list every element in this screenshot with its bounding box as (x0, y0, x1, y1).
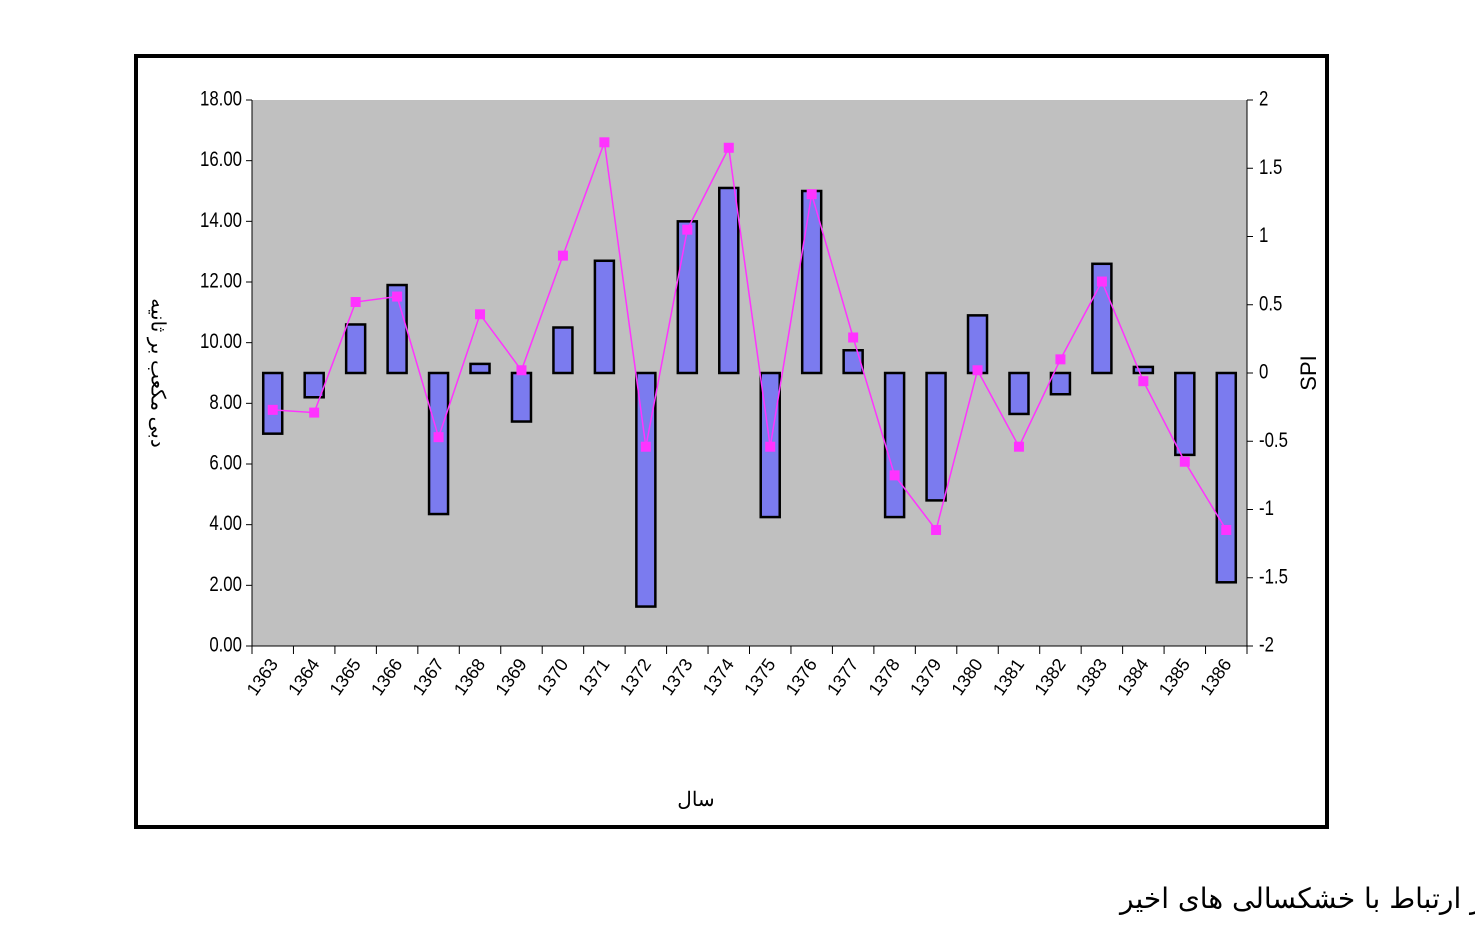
point (1221, 524, 1232, 535)
bar (676, 220, 699, 375)
bar (344, 323, 367, 375)
x-tick-label: 1380 (947, 655, 986, 699)
bar (552, 326, 574, 375)
y2-tick-label: 2 (1259, 88, 1268, 111)
x-tick-label: 1365 (326, 655, 365, 699)
y2-tick-label: 0.5 (1259, 293, 1282, 316)
bar (1049, 371, 1072, 396)
bar (510, 371, 533, 423)
point (806, 189, 817, 200)
x-tick-label: 1379 (906, 655, 945, 699)
y-tick-label: 14.00 (200, 209, 242, 232)
bar (635, 371, 657, 608)
point (723, 142, 734, 153)
x-tick-label: 1377 (823, 655, 862, 699)
point (1096, 276, 1107, 287)
x-tick-label: 1376 (782, 655, 821, 699)
x-tick-label: 1384 (1113, 655, 1152, 699)
point (931, 524, 942, 535)
x-tick-label: 1375 (740, 655, 779, 699)
x-tick-label: 1372 (616, 655, 655, 699)
point (267, 404, 278, 415)
bar (1215, 371, 1238, 584)
point (972, 365, 983, 376)
x-axis-title: سال (677, 789, 714, 811)
x-tick-label: 1382 (1030, 655, 1069, 699)
y-tick-label: 2.00 (209, 573, 242, 596)
y-tick-label: 10.00 (200, 331, 242, 354)
y2-tick-label: 1.5 (1259, 156, 1282, 179)
y-tick-label: 6.00 (209, 452, 242, 475)
x-tick-label: 1364 (284, 655, 323, 699)
x-tick-label: 1385 (1155, 655, 1194, 699)
y-axis-title: دبی مکعب بر ثانیه (147, 298, 169, 447)
point (433, 432, 444, 443)
point (475, 309, 486, 320)
x-tick-label: 1373 (657, 655, 696, 699)
x-tick-label: 1386 (1196, 655, 1235, 699)
bar (925, 371, 947, 502)
bar (1132, 365, 1155, 375)
x-tick-label: 1363 (243, 655, 282, 699)
x-tick-label: 1383 (1072, 655, 1111, 699)
point (599, 137, 610, 148)
bar (1008, 371, 1030, 416)
x-tick-label: 1374 (699, 655, 738, 699)
y2-tick-label: 1 (1259, 224, 1268, 247)
y2-axis-title: SPI (1296, 355, 1321, 390)
chart-frame (134, 54, 1329, 829)
x-tick-label: 1367 (408, 655, 447, 699)
y-tick-label: 12.00 (200, 270, 242, 293)
line (272, 142, 1227, 532)
bar (593, 259, 616, 375)
caption: شکل۵:روند دبی سالانه مکعب بر ثانیه در ار… (1118, 882, 1475, 915)
point (640, 441, 651, 452)
y2-tick-label: 0 (1259, 361, 1268, 384)
x-tick-label: 1381 (989, 655, 1028, 699)
point (309, 407, 320, 418)
point (392, 291, 403, 302)
y-tick-label: 16.00 (200, 149, 242, 172)
y-tick-label: 0.00 (209, 634, 242, 657)
x-tick-label: 1366 (367, 655, 406, 699)
point (350, 297, 361, 308)
y2-tick-label: -0.5 (1259, 429, 1288, 452)
x-tick-label: 1369 (491, 655, 530, 699)
y-tick-label: 8.00 (209, 391, 242, 414)
bar (427, 371, 450, 516)
y-tick-label: 4.00 (209, 513, 242, 536)
point (1179, 456, 1190, 467)
bar (883, 371, 906, 519)
point (765, 441, 776, 452)
bar (842, 349, 864, 375)
bar (1174, 371, 1196, 457)
point (1055, 354, 1066, 365)
point (848, 332, 859, 343)
bar (469, 362, 491, 375)
y-tick-label: 18.00 (200, 88, 242, 111)
point (516, 365, 527, 376)
x-tick-label: 1371 (574, 655, 613, 699)
bar (718, 186, 740, 375)
x-tick-label: 1370 (533, 655, 572, 699)
point (1138, 376, 1149, 387)
bar (261, 371, 284, 435)
x-tick-label: 1368 (450, 655, 489, 699)
x-tick-label: 1378 (865, 655, 904, 699)
point (557, 250, 568, 261)
point (889, 470, 900, 481)
y2-tick-label: -2 (1259, 634, 1274, 657)
point (682, 224, 693, 235)
point (1013, 441, 1024, 452)
y2-tick-label: -1.5 (1259, 566, 1288, 589)
y2-tick-label: -1 (1259, 497, 1274, 520)
plot-area (252, 100, 1247, 646)
bar (966, 314, 989, 375)
